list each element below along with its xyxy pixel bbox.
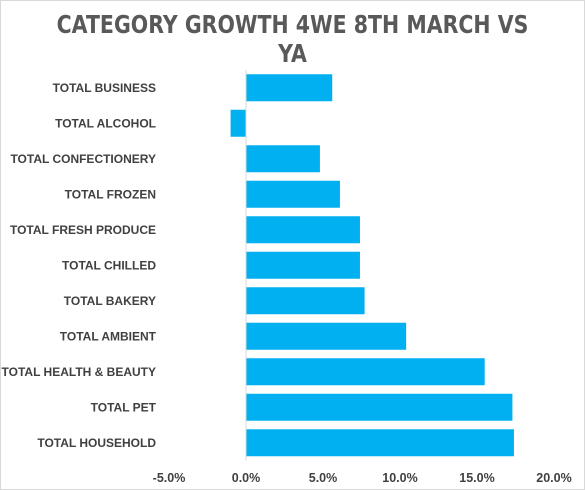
x-tick-label: 20.0%: [536, 471, 571, 485]
bar: [246, 145, 320, 173]
bar: [246, 322, 407, 350]
category-label: TOTAL CONFECTIONERY: [10, 152, 156, 166]
bar: [246, 74, 333, 102]
bar: [246, 287, 365, 315]
category-label: TOTAL FROZEN: [65, 187, 156, 201]
bar: [230, 109, 246, 137]
category-label: TOTAL HEALTH & BEAUTY: [2, 365, 156, 379]
category-label: TOTAL BAKERY: [64, 294, 156, 308]
category-label: TOTAL PET: [91, 400, 157, 414]
category-label: TOTAL HOUSEHOLD: [37, 436, 156, 450]
bar: [246, 358, 485, 386]
bar: [246, 393, 513, 421]
x-tick-label: 0.0%: [232, 471, 261, 485]
category-label: TOTAL AMBIENT: [60, 329, 157, 343]
bar: [246, 180, 340, 208]
bar: [246, 429, 514, 457]
category-label: TOTAL BUSINESS: [53, 81, 156, 95]
category-label: TOTAL FRESH PRODUCE: [10, 223, 156, 237]
category-label: TOTAL CHILLED: [62, 258, 156, 272]
x-tick-label: 10.0%: [382, 471, 417, 485]
x-tick-label: 5.0%: [309, 471, 338, 485]
category-label: TOTAL ALCOHOL: [55, 116, 156, 130]
chart-title: CATEGORY GROWTH 4WE 8TH MARCH VS YA: [56, 10, 529, 68]
bar: [246, 251, 360, 279]
x-tick-label: -5.0%: [153, 471, 186, 485]
bar: [246, 216, 360, 244]
x-tick-label: 15.0%: [459, 471, 494, 485]
